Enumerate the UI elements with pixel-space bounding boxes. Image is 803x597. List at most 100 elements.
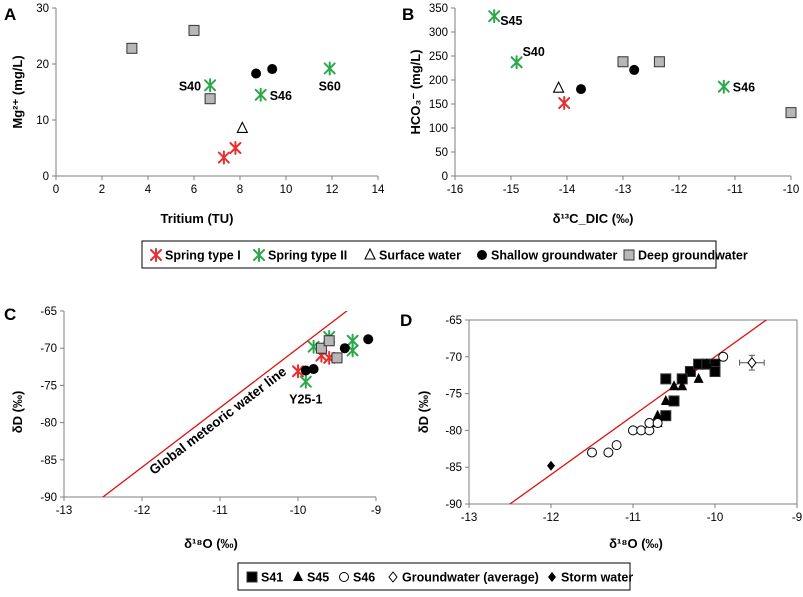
panel-a-ytick-label: 10 <box>36 115 49 127</box>
panel-c-xtick-label: -10 <box>290 505 307 517</box>
legend-item-s45: S45 <box>293 571 329 585</box>
panel-b-ytick-label: 350 <box>429 3 448 15</box>
panel-b-ytick-label: 200 <box>429 75 448 87</box>
legend-item-surface-water: Surface water <box>364 247 461 263</box>
panel-b-ytick-label: 0 <box>442 171 448 183</box>
panel-d-point-s45 <box>677 380 688 391</box>
panel-c-ytick-label: -80 <box>40 418 57 430</box>
panel-b-xtick-label: -14 <box>559 184 576 196</box>
panel-d-point-s45 <box>669 380 679 391</box>
panel-a-point-spring-type-ii <box>323 61 336 76</box>
panel-d-ylabel: δD (‰) <box>416 391 431 434</box>
panel-d-point-s46 <box>603 447 614 458</box>
panel-d-frame <box>468 319 798 505</box>
panel-b-ytick-label: 150 <box>429 99 448 111</box>
panel-a-xtick-label: 14 <box>372 184 385 196</box>
panel-d-ytick-label: -80 <box>445 425 462 437</box>
legend-top-items: Spring type I Spring type II Surface water… <box>150 247 748 263</box>
legend-marker-surface-water <box>364 247 376 260</box>
panel-b-point-deep-groundwater <box>785 107 797 119</box>
panel-b-ylabel: HCO₃⁻ (mg/L) <box>408 49 423 134</box>
panel-a-xtick-label: 8 <box>237 184 243 196</box>
panel-c-xlabel: δ¹⁸O (‰) <box>184 536 238 551</box>
panel-c-xtick-label: -13 <box>56 505 73 517</box>
legend-label-s45: S45 <box>307 571 329 585</box>
panel-a-ytick-label: 0 <box>43 171 49 183</box>
panel-c-point-deep-groundwater <box>315 342 327 354</box>
panel-a-annotation: S60 <box>319 79 341 93</box>
panel-b-point-shallow-groundwater <box>576 84 586 95</box>
legend-item-spring-type-i: Spring type I <box>150 248 241 263</box>
panel-a-xlabel: Tritium (TU) <box>161 211 234 226</box>
panel-a-xtick-label: 2 <box>99 184 105 196</box>
panel-d-point-s46 <box>652 418 663 429</box>
panel-d-point-groundwater-average <box>747 356 757 369</box>
panel-d-point-s45 <box>701 358 712 369</box>
panel-c-ytick-label: -85 <box>40 455 57 467</box>
panel-b-ytick-label: 300 <box>429 27 448 39</box>
legend-label-surface-water: Surface water <box>379 249 461 263</box>
panel-b: B -16 -15 -14 -13 -12 -11 -10 0 50 100 150 200 250 30… <box>402 3 799 226</box>
panel-d-xtick-label: -11 <box>625 512 641 524</box>
legend-label-spring-type-ii: Spring type II <box>268 249 347 263</box>
panel-d-point-s46 <box>644 418 655 429</box>
panel-c-point-deep-groundwater <box>331 352 343 364</box>
panel-b-ytick-label: 100 <box>429 123 448 135</box>
legend-label-s41: S41 <box>261 571 283 585</box>
panel-c-xtick-label: -9 <box>371 505 381 517</box>
legend-label-spring-type-i: Spring type I <box>165 249 241 263</box>
panel-b-xtick-label: -12 <box>671 184 688 196</box>
legend-top: Spring type I Spring type II Surface water… <box>141 240 748 269</box>
legend-label-deep-groundwater: Deep groundwater <box>638 249 748 263</box>
panel-a-point-spring-type-i <box>229 141 242 155</box>
panel-c: C -13 -12 -11 -10 -9 -90 -85 -80 -75 -70 -65 Global… <box>4 305 381 551</box>
panel-d-xtick-label: -12 <box>543 512 560 524</box>
panel-d-plot: -13 -12 -11 -10 -9 -90 -85 -80 -75 -70 -65 <box>445 315 802 524</box>
panel-a-ylabel: Mg²⁺ (mg/L) <box>10 55 25 128</box>
panel-c-ylabel: δD (‰) <box>10 391 25 434</box>
panel-b-xtick-label: -15 <box>503 184 520 196</box>
panel-d-ytick-label: -70 <box>445 352 462 364</box>
panel-d-point-s41 <box>660 410 672 422</box>
panel-b-xtick-label: -16 <box>447 184 464 196</box>
panel-b-xtick-label: -13 <box>615 184 632 196</box>
panel-b-xlabel: δ¹³C_DIC (‰) <box>553 211 634 226</box>
panel-a-xtick-label: 0 <box>53 184 59 196</box>
panel-b-ytick-label: 50 <box>435 147 448 159</box>
panel-b-point-spring-type-ii <box>488 9 501 24</box>
panel-d-xtick-label: -9 <box>792 512 802 524</box>
panel-c-point-shallow-groundwater <box>363 334 374 345</box>
legend-item-s41: S41 <box>246 571 283 585</box>
legend-marker-spring-type-i <box>150 248 162 262</box>
panel-c-ytick-label: -65 <box>40 306 57 318</box>
panel-d-point-s46 <box>587 447 597 458</box>
legend-marker-s46 <box>339 572 349 582</box>
legend-item-spring-type-ii: Spring type II <box>253 248 347 263</box>
panel-d-ytick-label: -75 <box>445 389 462 401</box>
panel-d-point-s46 <box>636 425 647 436</box>
panel-a-point-deep-groundwater <box>126 42 138 54</box>
panel-a-label: A <box>4 5 16 24</box>
panel-b-xtick-label: -10 <box>783 184 800 196</box>
panel-c-plot: -13 -12 -11 -10 -9 -90 -85 -80 -75 -70 -65 Global m… <box>40 306 381 517</box>
panel-a-point-deep-groundwater <box>204 93 216 105</box>
panel-c-point-shallow-groundwater <box>300 365 311 376</box>
panel-d-ytick-label: -65 <box>445 315 462 327</box>
panel-d-label: D <box>400 311 412 330</box>
legend-marker-s45 <box>293 571 303 581</box>
panel-c-ytick-label: -75 <box>40 380 57 392</box>
panel-b-plot: -16 -15 -14 -13 -12 -11 -10 0 50 100 150 200 250 300 3… <box>429 3 800 196</box>
panel-d-xtick-label: -10 <box>707 512 724 524</box>
legend-item-shallow-groundwater: Shallow groundwater <box>477 249 618 263</box>
panel-c-point-spring-type-i <box>292 364 304 379</box>
panel-a-point-shallow-groundwater <box>251 68 262 79</box>
legend-bottom-items: S41 S45 S46 Groundwater (average) Storm wate… <box>246 571 633 585</box>
panel-a-xtick-label: 10 <box>280 184 293 196</box>
panel-d-point-s45 <box>693 372 704 383</box>
legend-marker-spring-type-ii <box>253 248 265 262</box>
panel-a-point-deep-groundwater <box>188 24 200 36</box>
panel-d-xtick-label: -13 <box>461 512 478 524</box>
legend-top-box <box>141 240 717 269</box>
panel-d-point-s41 <box>709 366 721 378</box>
legend-label-storm-water: Storm water <box>561 571 633 585</box>
